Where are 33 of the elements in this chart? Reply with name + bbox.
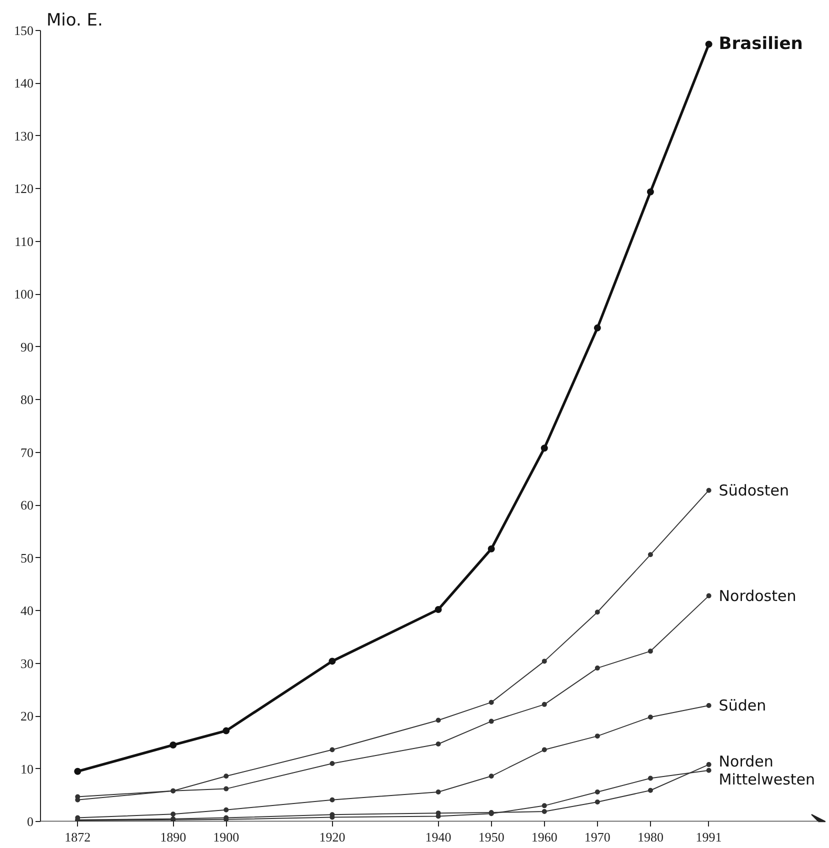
y-tick-label: 150 bbox=[14, 23, 34, 38]
y-tick-label: 110 bbox=[14, 234, 34, 249]
x-tick-label: 1991 bbox=[696, 830, 722, 844]
y-tick-label: 0 bbox=[27, 814, 34, 829]
x-tick-label: 1890 bbox=[160, 830, 186, 844]
y-tick-label: 90 bbox=[20, 339, 34, 354]
series-label: Nordosten bbox=[718, 586, 796, 605]
series-label: Süden bbox=[718, 696, 766, 714]
y-tick-label: 120 bbox=[14, 181, 34, 196]
series-label: Südosten bbox=[718, 481, 789, 500]
x-tick-label: 1940 bbox=[425, 830, 452, 844]
x-tick-label: 1900 bbox=[213, 830, 240, 844]
x-tick-label: 1950 bbox=[478, 830, 504, 844]
x-tick-label: 1872 bbox=[64, 830, 91, 844]
series-label: Mittelwesten bbox=[718, 770, 816, 788]
x-tick-label: 1920 bbox=[319, 830, 346, 844]
y-tick-label: 140 bbox=[14, 76, 34, 91]
x-tick-label: 1980 bbox=[637, 830, 664, 844]
y-tick-label: 70 bbox=[20, 444, 34, 460]
y-tick-label: 40 bbox=[20, 603, 34, 618]
y-tick-label: 100 bbox=[14, 286, 34, 302]
x-tick-label: 1970 bbox=[584, 830, 610, 844]
y-tick-label: 50 bbox=[20, 550, 34, 566]
x-tick-label: 1960 bbox=[531, 830, 558, 844]
y-tick-label: 30 bbox=[20, 656, 34, 671]
y-tick-label: 20 bbox=[20, 708, 34, 724]
y-tick-label: 80 bbox=[20, 392, 34, 408]
series-label: Norden bbox=[718, 752, 774, 770]
y-tick-label: 10 bbox=[20, 761, 34, 776]
y-axis-title: Mio. E. bbox=[46, 10, 103, 30]
y-tick-label: 60 bbox=[20, 498, 34, 513]
y-tick-label: 130 bbox=[14, 128, 34, 144]
series-label: Brasilien bbox=[718, 34, 803, 54]
